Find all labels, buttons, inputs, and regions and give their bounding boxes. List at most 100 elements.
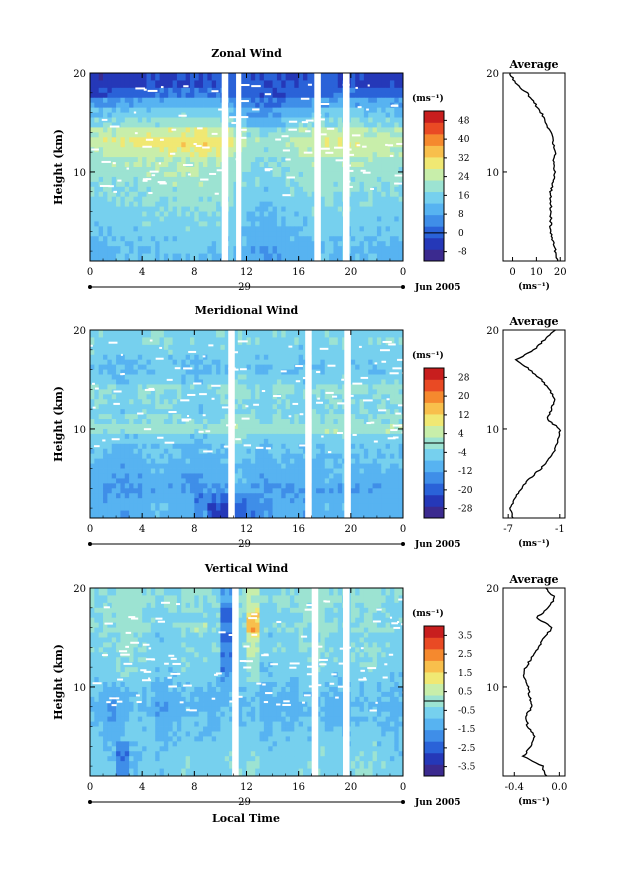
heatmap-cell xyxy=(163,216,169,222)
heatmap-cell xyxy=(94,438,100,445)
heatmap-cell xyxy=(294,107,300,113)
heatmap-cell xyxy=(129,147,134,153)
heatmap-cell xyxy=(303,226,308,232)
heatmap-cell xyxy=(133,157,139,163)
heatmap-cell xyxy=(94,468,100,474)
heatmap-cell xyxy=(311,369,317,375)
heatmap-cell xyxy=(133,211,139,217)
heatmap-cell xyxy=(263,201,269,207)
heatmap-cell xyxy=(242,330,247,338)
heatmap-cell xyxy=(398,132,404,138)
heatmap-cell xyxy=(363,458,369,464)
heatmap-cell xyxy=(142,181,147,188)
heatmap-cell xyxy=(337,433,343,440)
missing-data-speck xyxy=(370,187,375,190)
heatmap-cell xyxy=(155,127,160,133)
heatmap-cell xyxy=(259,112,265,118)
heatmap-cell xyxy=(311,349,317,356)
heatmap-cell xyxy=(203,186,208,193)
missing-data-speck xyxy=(344,164,351,167)
heatmap-cell xyxy=(250,463,256,469)
heatmap-cell xyxy=(272,404,278,410)
heatmap-cell xyxy=(272,102,278,109)
heatmap-cell xyxy=(103,80,108,89)
heatmap-cell xyxy=(272,419,278,425)
heatmap-cell xyxy=(124,241,130,247)
heatmap-cell xyxy=(103,364,108,370)
heatmap-cell xyxy=(237,468,243,474)
heatmap-cell xyxy=(198,463,204,469)
heatmap-cell xyxy=(337,176,343,183)
heatmap-cell xyxy=(176,157,182,163)
heatmap-cell xyxy=(129,438,134,445)
heatmap-cell xyxy=(98,404,104,410)
heatmap-cell xyxy=(246,330,252,338)
heatmap-cell xyxy=(90,201,95,207)
heatmap-cell xyxy=(250,453,256,460)
heatmap-cell xyxy=(124,404,130,410)
heatmap-cell xyxy=(272,137,278,143)
heatmap-cell xyxy=(129,137,134,143)
heatmap-cell xyxy=(90,102,95,109)
heatmap-cell xyxy=(198,171,204,178)
heatmap-cell xyxy=(94,246,100,254)
heatmap-cell xyxy=(294,478,300,484)
heatmap-cell xyxy=(268,337,273,346)
heatmap-cell xyxy=(368,167,373,173)
panel-title: Meridional Wind xyxy=(195,304,299,317)
heatmap-cell xyxy=(359,473,365,479)
heatmap-cell xyxy=(268,132,273,138)
colorbar-tick-label: 8 xyxy=(458,210,464,220)
heatmap-cell xyxy=(229,147,234,153)
heatmap-cell xyxy=(159,152,165,158)
heatmap-cell xyxy=(255,186,260,193)
heatmap-cell xyxy=(394,97,400,104)
heatmap-cell xyxy=(263,117,269,123)
heatmap-cell xyxy=(90,157,95,163)
heatmap-cell xyxy=(168,384,173,390)
heatmap-cell xyxy=(176,424,182,430)
heatmap-cell xyxy=(120,236,126,242)
heatmap-cell xyxy=(116,171,121,178)
heatmap-cell xyxy=(329,152,334,158)
heatmap-cell xyxy=(350,236,356,242)
heatmap-cell xyxy=(142,112,147,118)
missing-data-speck xyxy=(314,113,322,116)
heatmap-cell xyxy=(220,344,226,351)
heatmap-cell xyxy=(320,102,326,109)
heatmap-cell xyxy=(185,463,191,469)
heatmap-cell xyxy=(363,191,369,198)
heatmap-cell xyxy=(368,253,373,262)
heatmap-cell xyxy=(255,191,260,198)
heatmap-cell xyxy=(185,246,191,254)
heatmap-cell xyxy=(272,389,278,395)
heatmap-cell xyxy=(155,171,160,178)
heatmap-cell xyxy=(137,92,143,99)
heatmap-cell xyxy=(372,384,378,390)
heatmap-cell xyxy=(233,221,239,227)
heatmap-cell xyxy=(129,80,134,89)
heatmap-cell xyxy=(103,394,108,400)
heatmap-cell xyxy=(268,112,273,118)
heatmap-cell xyxy=(172,458,178,464)
heatmap-cell xyxy=(172,226,178,232)
heatmap-cell xyxy=(198,349,204,356)
heatmap-cell xyxy=(250,152,256,158)
heatmap-cell xyxy=(133,344,139,351)
heatmap-cell xyxy=(98,211,104,217)
heatmap-cell xyxy=(224,424,230,430)
heatmap-cell xyxy=(203,147,208,153)
heatmap-cell xyxy=(359,419,365,425)
heatmap-cell xyxy=(376,122,382,128)
heatmap-cell xyxy=(172,394,178,400)
heatmap-cell xyxy=(189,453,195,460)
heatmap-cell xyxy=(163,443,169,450)
heatmap-cell xyxy=(294,152,300,158)
heatmap-cell xyxy=(303,127,308,133)
heatmap-cell xyxy=(259,330,265,338)
heatmap-cell xyxy=(250,448,256,455)
heatmap-cell xyxy=(203,369,208,375)
heatmap-cell xyxy=(372,349,378,356)
heatmap-cell xyxy=(194,394,200,400)
heatmap-cell xyxy=(189,191,195,198)
